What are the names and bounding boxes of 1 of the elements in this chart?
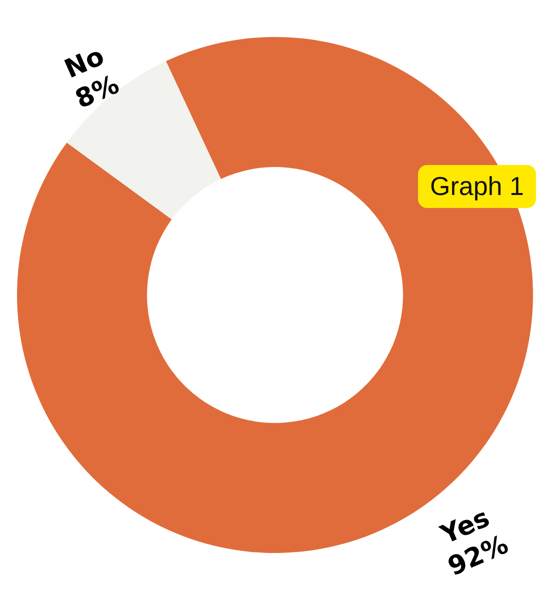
caption: Graph 1 [418,165,536,208]
